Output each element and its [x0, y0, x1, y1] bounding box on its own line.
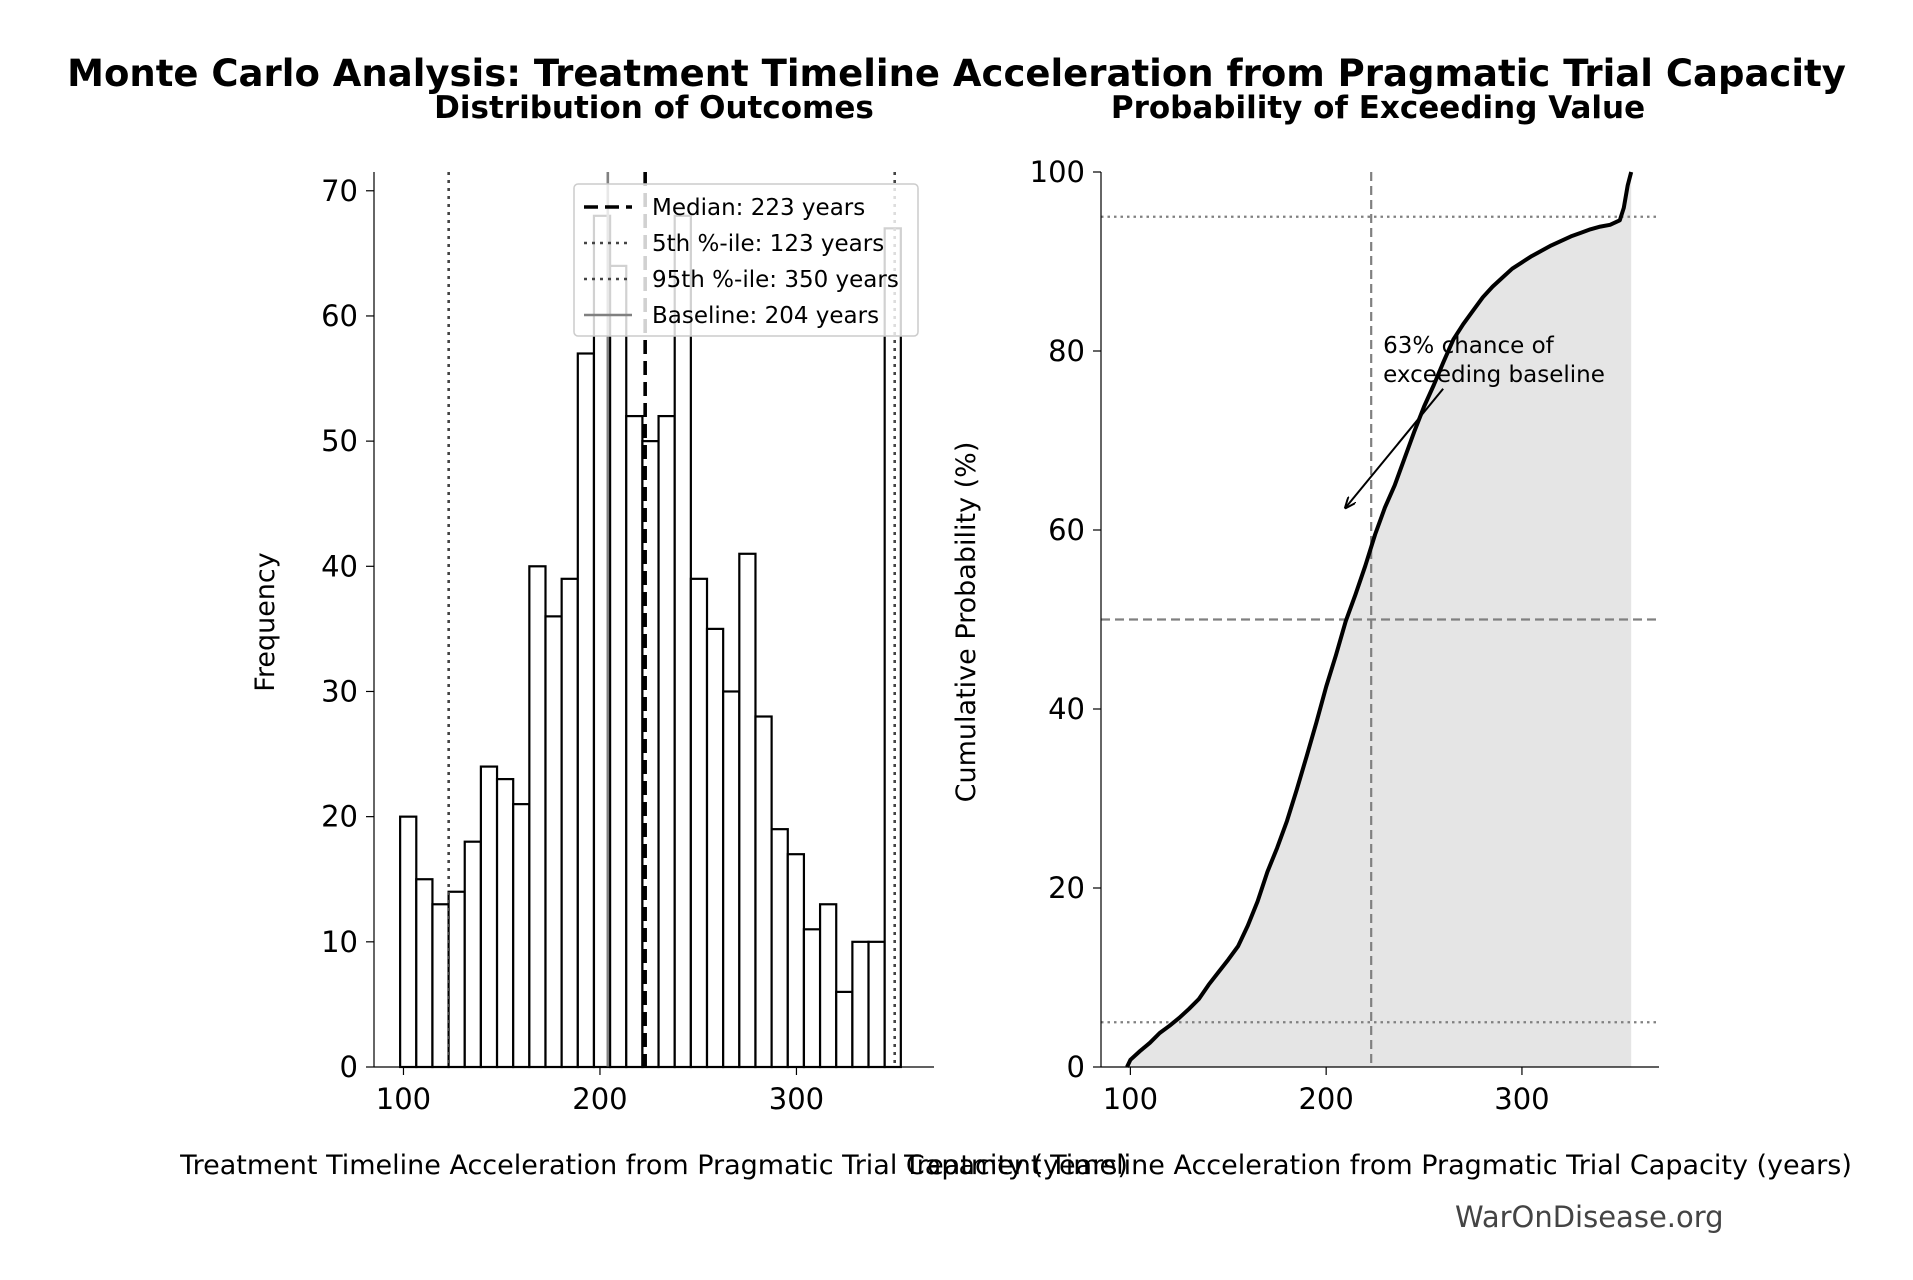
- exceedance-y-tick-label: 40: [1048, 692, 1085, 726]
- histogram-bar: [560, 577, 579, 1069]
- histogram-x-tick-label: 100: [376, 1082, 431, 1116]
- annotation-text: exceeding baseline: [1383, 362, 1605, 388]
- exceedance-x-tick-label: 300: [1494, 1082, 1549, 1116]
- histogram-y-tick-label: 20: [321, 800, 358, 834]
- exceedance-panel: Probability of Exceeding Value 100 200 300…: [951, 90, 1659, 1116]
- histogram-bar: [463, 840, 482, 1069]
- histogram-y-tick-label: 10: [321, 925, 358, 959]
- histogram-bar: [512, 803, 531, 1069]
- histogram-bar: [818, 903, 838, 1069]
- histogram-bar: [689, 577, 709, 1069]
- exceedance-area-fill: [1127, 172, 1632, 1067]
- histogram-x-tick-label: 300: [769, 1082, 824, 1116]
- histogram-y-tick-label: 50: [321, 424, 358, 458]
- histogram-y-tick-label: 30: [321, 674, 358, 708]
- figure-title: Monte Carlo Analysis: Treatment Timeline…: [67, 52, 1846, 95]
- exceedance-y-tick-label: 100: [1030, 155, 1085, 189]
- histogram-bar: [495, 777, 515, 1069]
- histogram-bars: [399, 214, 902, 1069]
- exceedance-x-label: Treatment Timeline Acceleration from Pra…: [903, 1150, 1852, 1181]
- histogram-bar: [576, 352, 596, 1069]
- exceedance-x-ticks: 100 200 300: [1103, 1067, 1550, 1116]
- exceedance-y-ticks: 0 20 40 60 80 100: [1030, 155, 1101, 1084]
- histogram-title: Distribution of Outcomes: [434, 90, 874, 126]
- legend-entry-label: Median: 223 years: [652, 195, 865, 221]
- histogram-bar: [609, 264, 628, 1069]
- histogram-bar: [722, 690, 741, 1069]
- histogram-bar: [883, 227, 902, 1069]
- histogram-bar: [544, 615, 563, 1069]
- histogram-bar: [867, 940, 886, 1069]
- histogram-bar: [479, 765, 499, 1069]
- histogram-y-tick-label: 60: [321, 299, 358, 333]
- histogram-bar: [415, 878, 434, 1069]
- histogram-bar: [528, 565, 547, 1069]
- histogram-bar: [738, 552, 757, 1069]
- histogram-x-ticks: 100 200 300: [376, 1067, 824, 1116]
- histogram-y-tick-label: 40: [321, 549, 358, 583]
- legend-entry-label: Baseline: 204 years: [652, 303, 879, 329]
- histogram-bar: [786, 853, 806, 1069]
- exceedance-y-tick-label: 80: [1048, 334, 1085, 368]
- exceedance-y-tick-label: 0: [1067, 1050, 1085, 1084]
- histogram-x-label: Treatment Timeline Acceleration from Pra…: [179, 1150, 1128, 1181]
- legend-box: [573, 183, 919, 337]
- histogram-bar: [657, 414, 676, 1069]
- exceedance-x-tick-label: 100: [1103, 1082, 1158, 1116]
- annotation-text: 63% chance of: [1383, 333, 1555, 359]
- histogram-legend: Median: 223 years 5th %-ile: 123 years 95t…: [573, 183, 919, 337]
- histogram-bar: [851, 940, 870, 1069]
- histogram-x-tick-label: 200: [572, 1082, 627, 1116]
- histogram-y-ticks: 0 10 20 30 40 50 60 70: [321, 174, 374, 1084]
- histogram-bar: [802, 928, 822, 1069]
- watermark: WarOnDisease.org: [1455, 1200, 1724, 1234]
- legend-entry-label: 95th %-ile: 350 years: [652, 267, 899, 293]
- histogram-bar: [754, 715, 773, 1069]
- exceedance-annotation: 63% chance of exceeding baseline: [1346, 333, 1605, 507]
- annotation-arrow: [1346, 388, 1444, 507]
- histogram-bar: [835, 990, 854, 1069]
- legend-entry-label: 5th %-ile: 123 years: [652, 231, 884, 257]
- histogram-y-tick-label: 70: [321, 174, 358, 208]
- histogram-bar: [625, 414, 644, 1069]
- histogram-bar: [431, 903, 450, 1069]
- histogram-panel: Distribution of Outcomes 100 200 300 0 10 20…: [250, 90, 934, 1116]
- histogram-bar: [447, 890, 466, 1069]
- exceedance-y-tick-label: 20: [1048, 871, 1085, 905]
- exceedance-title: Probability of Exceeding Value: [1111, 90, 1645, 126]
- histogram-bar: [705, 627, 725, 1069]
- histogram-bar: [399, 815, 418, 1069]
- histogram-y-label: Frequency: [250, 552, 281, 692]
- exceedance-y-label: Cumulative Probability (%): [951, 442, 982, 803]
- exceedance-reference-lines: [1101, 172, 1659, 1067]
- histogram-bar: [673, 214, 692, 1069]
- exceedance-y-tick-label: 60: [1048, 513, 1085, 547]
- exceedance-curve: [1125, 171, 1634, 1068]
- histogram-y-tick-label: 0: [340, 1050, 358, 1084]
- histogram-bar: [770, 828, 789, 1069]
- exceedance-x-tick-label: 200: [1298, 1082, 1353, 1116]
